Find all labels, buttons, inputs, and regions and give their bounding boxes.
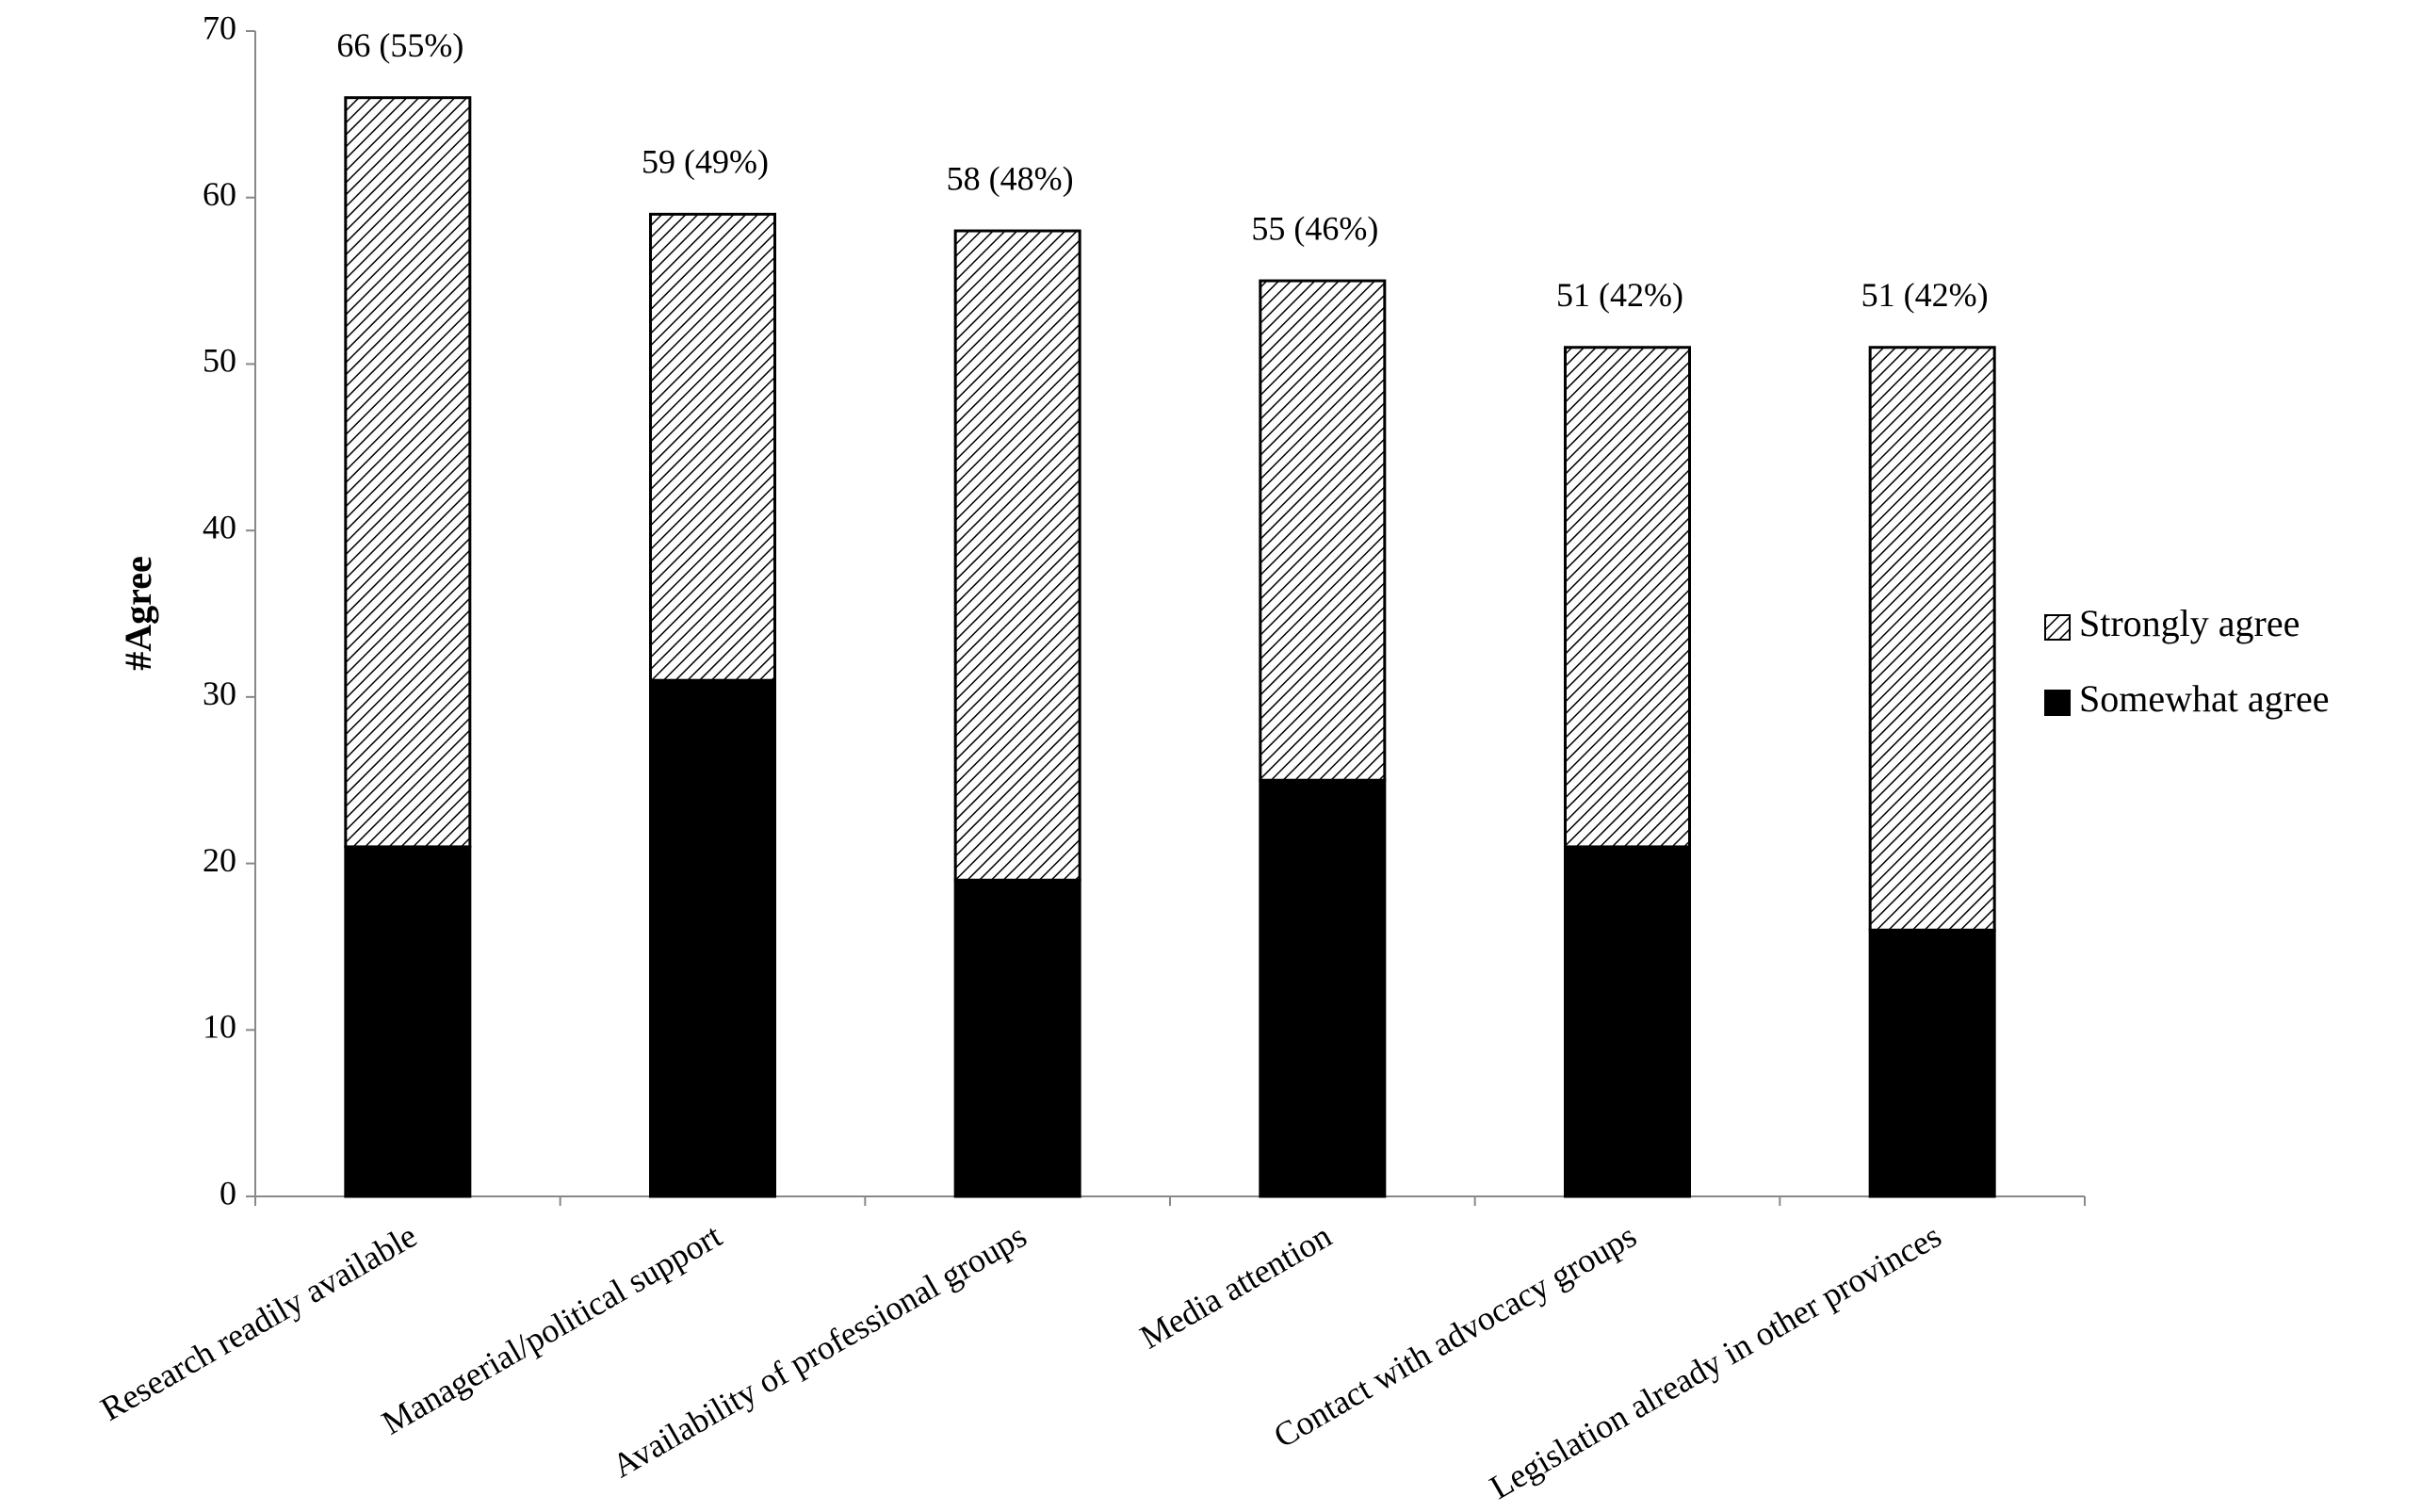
bar-segment: [1259, 778, 1387, 1198]
y-tick-label: 10: [203, 1008, 236, 1046]
total-label: 66 (55%): [336, 26, 463, 64]
total-label: 51 (42%): [1556, 276, 1683, 314]
y-tick-label: 0: [219, 1174, 236, 1211]
x-tick-label: Research readily available: [94, 1216, 423, 1428]
bar-segment: [1564, 845, 1691, 1198]
y-tick-label: 60: [203, 175, 236, 213]
total-label: 59 (49%): [642, 143, 769, 181]
legend-label: Somewhat agree: [2079, 677, 2329, 720]
total-label: 55 (46%): [1251, 209, 1378, 247]
legend-label: Strongly agree: [2079, 602, 2300, 644]
y-tick-label: 70: [203, 8, 236, 46]
bar-segment: [1868, 928, 1996, 1198]
bar-segment: [953, 878, 1081, 1198]
legend-swatch: [2044, 614, 2071, 641]
bar-segment: [1868, 346, 1996, 932]
y-axis-title: #Agree: [117, 556, 159, 670]
y-tick-label: 50: [203, 342, 236, 380]
x-tick-label: Media attention: [1133, 1216, 1338, 1356]
bar-segment: [1564, 346, 1691, 849]
bar-segment: [649, 212, 776, 682]
bar-segment: [953, 229, 1081, 882]
y-tick-label: 20: [203, 841, 236, 879]
legend-swatch: [2044, 690, 2071, 716]
bar-segment: [1259, 279, 1387, 782]
total-label: 51 (42%): [1861, 276, 1989, 314]
y-tick-label: 30: [203, 675, 236, 712]
total-label: 58 (48%): [947, 159, 1074, 197]
x-tick-label: Managerial/political support: [376, 1216, 728, 1441]
bar-segment: [344, 845, 472, 1198]
y-tick-label: 40: [203, 508, 236, 545]
bar-segment: [649, 678, 776, 1198]
bar-segment: [344, 96, 472, 849]
